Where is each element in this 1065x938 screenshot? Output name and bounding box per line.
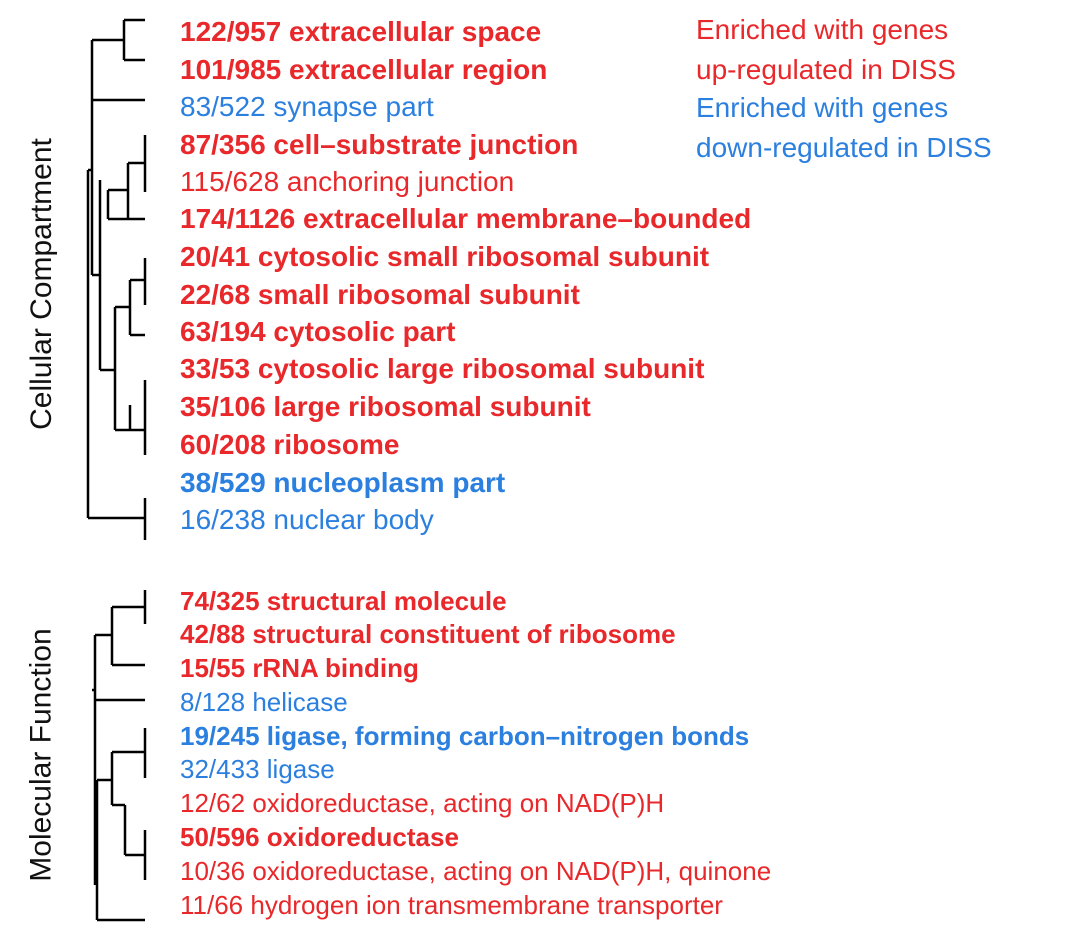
term-count: 174/1126 bbox=[180, 203, 296, 234]
term-name: nuclear body bbox=[273, 504, 434, 535]
term-count: 8/128 bbox=[180, 687, 246, 717]
term-name: ligase bbox=[266, 754, 335, 784]
term-name: hydrogen ion transmembrane transporter bbox=[250, 890, 723, 920]
mf-term-2: 42/88 structural constituent of ribosome bbox=[180, 621, 676, 647]
legend-line-3: Enriched with genes bbox=[696, 92, 949, 123]
term-name: nucleoplasm part bbox=[273, 467, 506, 498]
term-name: cytosolic large ribosomal subunit bbox=[257, 353, 705, 384]
cc-term-13: 38/529 nucleoplasm part bbox=[180, 469, 505, 497]
term-count: 10/36 bbox=[180, 856, 246, 886]
mf-term-4: 8/128 helicase bbox=[180, 689, 348, 715]
term-name: synapse part bbox=[273, 91, 434, 122]
mf-term-9: 10/36 oxidoreductase, acting on NAD(P)H,… bbox=[180, 858, 771, 884]
term-name: cytosolic small ribosomal subunit bbox=[257, 241, 710, 272]
mf-term-3: 15/55 rRNA binding bbox=[180, 655, 419, 681]
term-count: 83/522 bbox=[180, 91, 266, 122]
cc-term-9: 63/194 cytosolic part bbox=[180, 318, 455, 346]
cc-term-11: 35/106 large ribosomal subunit bbox=[180, 393, 591, 421]
cc-term-7: 20/41 cytosolic small ribosomal subunit bbox=[180, 243, 709, 271]
cc-term-3: 83/522 synapse part bbox=[180, 93, 434, 121]
term-count: 20/41 bbox=[180, 241, 251, 272]
term-count: 50/596 bbox=[180, 822, 260, 852]
term-name: extracellular membrane–bounded bbox=[303, 203, 752, 234]
legend-line-4: down-regulated in DISS bbox=[696, 132, 992, 163]
term-count: 63/194 bbox=[180, 316, 266, 347]
term-name: anchoring junction bbox=[286, 166, 515, 197]
term-count: 22/68 bbox=[180, 279, 251, 310]
term-name: oxidoreductase, acting on NAD(P)H bbox=[252, 788, 665, 818]
term-count: 19/245 bbox=[180, 721, 260, 751]
term-name: structural constituent of ribosome bbox=[252, 619, 676, 649]
cc-term-8: 22/68 small ribosomal subunit bbox=[180, 281, 580, 309]
term-name: oxidoreductase bbox=[266, 822, 459, 852]
legend-line-1: Enriched with genes bbox=[696, 14, 949, 45]
term-name: structural molecule bbox=[266, 586, 507, 616]
term-count: 15/55 bbox=[180, 653, 246, 683]
term-name: small ribosomal subunit bbox=[257, 279, 580, 310]
cc-term-14: 16/238 nuclear body bbox=[180, 506, 434, 534]
term-name: large ribosomal subunit bbox=[273, 391, 591, 422]
cc-term-10: 33/53 cytosolic large ribosomal subunit bbox=[180, 355, 704, 383]
molecular-function-label: Molecular Function bbox=[25, 628, 59, 882]
mf-term-1: 74/325 structural molecule bbox=[180, 588, 507, 614]
term-count: 35/106 bbox=[180, 391, 266, 422]
term-count: 33/53 bbox=[180, 353, 251, 384]
term-name: oxidoreductase, acting on NAD(P)H, quino… bbox=[252, 856, 772, 886]
mf-term-6: 32/433 ligase bbox=[180, 756, 335, 782]
mf-term-8: 50/596 oxidoreductase bbox=[180, 824, 459, 850]
cc-term-1: 122/957 extracellular space bbox=[180, 18, 541, 46]
term-count: 12/62 bbox=[180, 788, 246, 818]
mf-term-5: 19/245 ligase, forming carbon–nitrogen b… bbox=[180, 723, 749, 749]
term-count: 74/325 bbox=[180, 586, 260, 616]
term-name: extracellular space bbox=[289, 16, 542, 47]
term-name: cytosolic part bbox=[273, 316, 456, 347]
term-name: rRNA binding bbox=[252, 653, 419, 683]
term-name: ribosome bbox=[273, 429, 400, 460]
term-count: 87/356 bbox=[180, 129, 266, 160]
cc-term-2: 101/985 extracellular region bbox=[180, 56, 547, 84]
cellular-compartment-label: Cellular Compartment bbox=[25, 138, 58, 430]
legend-line-2: up-regulated in DISS bbox=[696, 54, 956, 85]
term-count: 101/985 bbox=[180, 54, 282, 85]
term-count: 115/628 bbox=[180, 166, 280, 197]
term-count: 60/208 bbox=[180, 429, 266, 460]
cc-term-4: 87/356 cell–substrate junction bbox=[180, 131, 578, 159]
mf-term-7: 12/62 oxidoreductase, acting on NAD(P)H bbox=[180, 790, 664, 816]
term-count: 42/88 bbox=[180, 619, 246, 649]
term-name: ligase, forming carbon–nitrogen bonds bbox=[266, 721, 750, 751]
term-count: 16/238 bbox=[180, 504, 266, 535]
term-count: 38/529 bbox=[180, 467, 266, 498]
term-name: cell–substrate junction bbox=[273, 129, 579, 160]
cc-term-12: 60/208 ribosome bbox=[180, 431, 399, 459]
cc-term-5: 115/628 anchoring junction bbox=[180, 168, 514, 196]
term-count: 122/957 bbox=[180, 16, 282, 47]
term-count: 11/66 bbox=[180, 890, 244, 920]
mf-term-10: 11/66 hydrogen ion transmembrane transpo… bbox=[180, 892, 723, 918]
term-count: 32/433 bbox=[180, 754, 260, 784]
term-name: extracellular region bbox=[289, 54, 548, 85]
term-name: helicase bbox=[252, 687, 348, 717]
cc-term-6: 174/1126 extracellular membrane–bounded bbox=[180, 205, 751, 233]
